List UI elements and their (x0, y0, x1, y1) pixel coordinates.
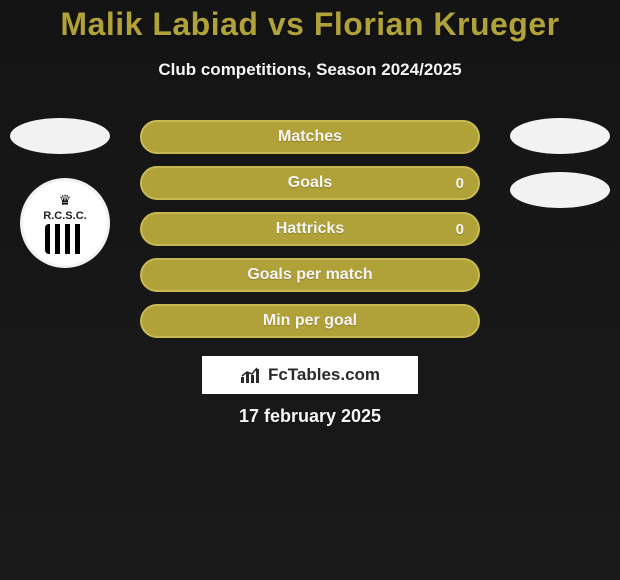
bar-chart-icon (240, 366, 262, 384)
bar-min-per-goal: Min per goal (140, 304, 480, 338)
bar-label: Hattricks (276, 220, 344, 238)
bar-label: Min per goal (263, 312, 357, 330)
bar-matches: Matches (140, 120, 480, 154)
crown-icon: ♛ (59, 192, 72, 209)
avatar-player-1 (10, 118, 110, 154)
page-subtitle: Club competitions, Season 2024/2025 (0, 60, 620, 80)
avatar-player-2-secondary (510, 172, 610, 208)
bar-label: Matches (278, 128, 342, 146)
bar-hattricks: Hattricks 0 (140, 212, 480, 246)
date-text: 17 february 2025 (0, 406, 620, 427)
club-badge: ♛ R.C.S.C. (20, 178, 110, 268)
container: Malik Labiad vs Florian Krueger Club com… (0, 0, 620, 580)
bar-label: Goals per match (247, 266, 372, 284)
bar-right-value: 0 (456, 175, 464, 192)
brand-text: FcTables.com (268, 365, 380, 385)
bar-goals: Goals 0 (140, 166, 480, 200)
page-title: Malik Labiad vs Florian Krueger (0, 6, 620, 43)
bar-label: Goals (288, 174, 332, 192)
avatar-player-2 (510, 118, 610, 154)
bar-right-value: 0 (456, 221, 464, 238)
bar-goals-per-match: Goals per match (140, 258, 480, 292)
brand-box: FcTables.com (202, 356, 418, 394)
stats-bars: Matches Goals 0 Hattricks 0 Goals per ma… (140, 120, 480, 350)
club-stripes-icon (45, 224, 85, 254)
club-badge-text: R.C.S.C. (43, 210, 86, 222)
